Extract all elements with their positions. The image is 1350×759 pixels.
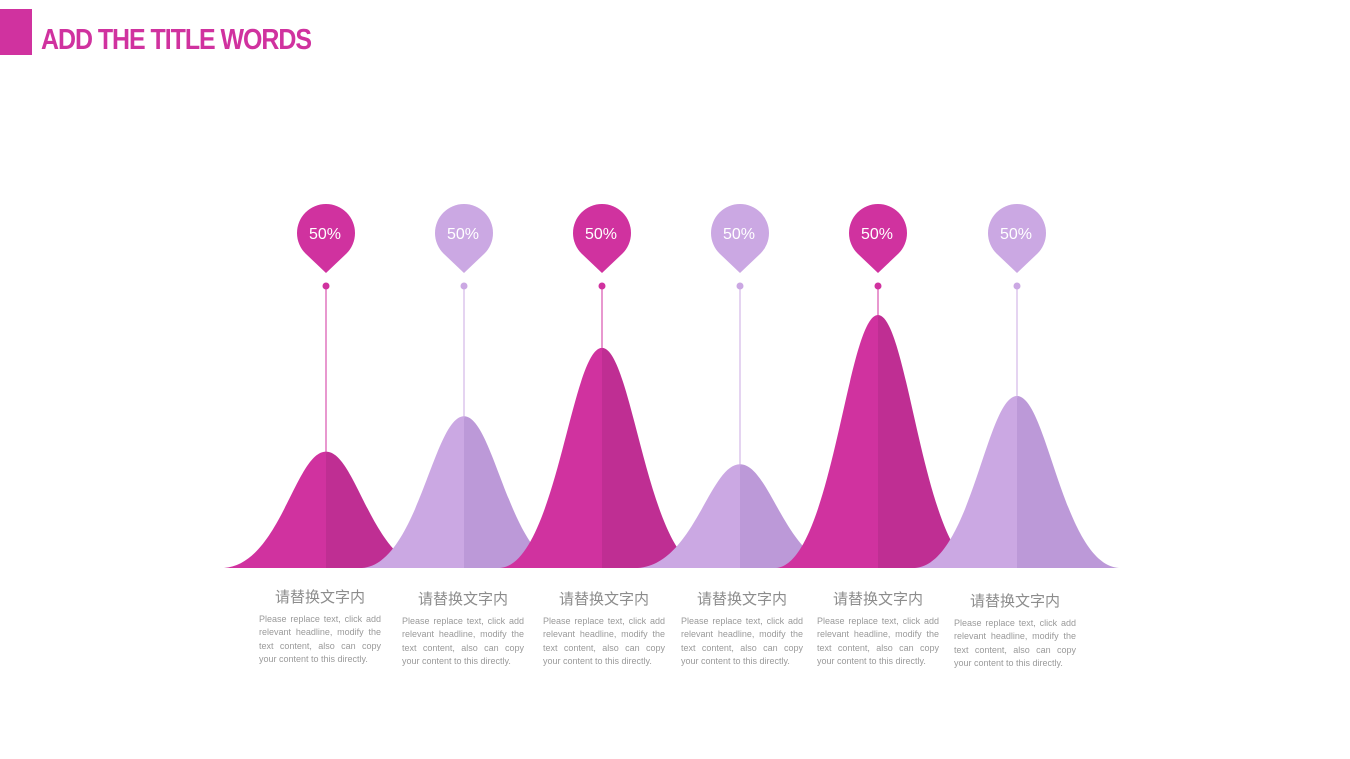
connector-dot [874,282,882,290]
column-body-text: Please replace text, click add relevant … [817,616,939,666]
value-label: 50% [861,226,893,243]
column-heading: 请替换文字内 [558,590,649,608]
bell-curve-left [776,315,878,568]
column-heading: 请替换文字内 [832,590,923,608]
text-column: 请替换文字内 Please replace text, click add rel… [402,588,524,668]
value-label: 50% [1000,226,1032,243]
bell-curve-right [602,347,704,568]
column-body-text: Please replace text, click add relevant … [259,614,381,664]
column-heading: 请替换文字内 [969,592,1060,610]
connector-dot [460,282,468,290]
title-accent-block [0,9,32,55]
bell-curve-right [740,464,842,568]
bell-curve-left [224,451,326,568]
bell-curve-right [878,315,980,568]
value-pin [988,203,1047,273]
bell-curve-right [464,416,566,568]
bell-curve-left [362,416,464,568]
page-title: ADD THE TITLE WORDS [41,24,312,56]
text-column: 请替换文字内 Please replace text, click add rel… [259,586,381,666]
bell-curve-left [638,464,740,568]
bell-curve-right [1017,395,1119,568]
column-body-text: Please replace text, click add relevant … [954,618,1076,668]
connector-dot [1013,282,1021,290]
value-label: 50% [723,226,755,243]
connector-dot [598,282,606,290]
value-label: 50% [585,226,617,243]
connector-dot [736,282,744,290]
column-body-text: Please replace text, click add relevant … [681,616,803,666]
connector-dot [322,282,330,290]
value-pin [435,203,493,273]
value-pin [710,203,769,273]
text-column: 请替换文字内 Please replace text, click add rel… [817,588,939,668]
column-heading: 请替换文字内 [274,588,365,606]
bell-curve-right [326,451,428,568]
bell-curve-left [500,347,602,568]
text-column: 请替换文字内 Please replace text, click add rel… [681,588,803,668]
value-pin [573,203,632,273]
value-pin [297,204,355,273]
value-label: 50% [309,226,341,243]
column-body-text: Please replace text, click add relevant … [402,616,524,666]
text-column: 请替换文字内 Please replace text, click add rel… [954,590,1076,670]
column-heading: 请替换文字内 [696,590,787,608]
bell-curve-left [915,395,1017,568]
column-heading: 请替换文字内 [417,590,508,608]
value-pin [849,203,908,273]
value-label: 50% [447,226,479,243]
text-column: 请替换文字内 Please replace text, click add rel… [543,588,665,668]
column-body-text: Please replace text, click add relevant … [543,616,665,666]
